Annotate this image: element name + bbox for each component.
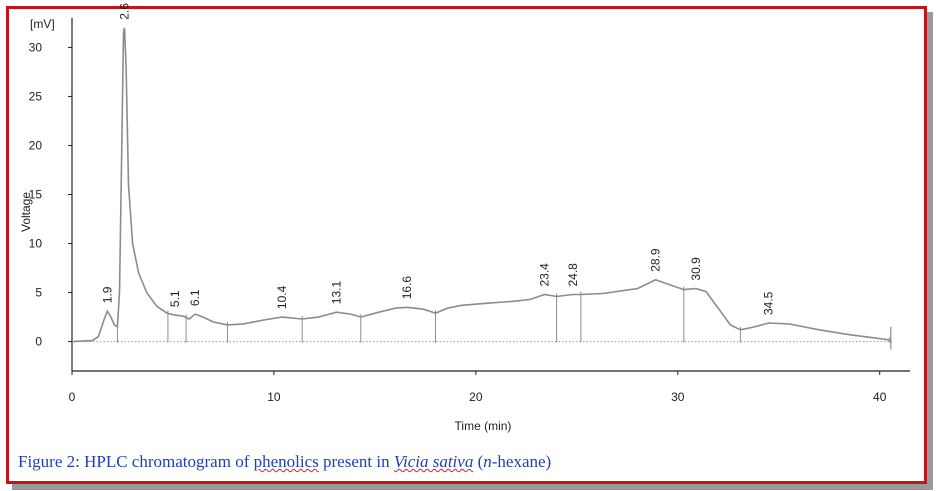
- chromatogram-trace: [71, 27, 890, 343]
- x-axis-title: Time (min): [455, 419, 512, 433]
- caption-prefix: Figure 2: HPLC chromatogram of: [18, 452, 254, 471]
- peak-label: 1.9: [100, 286, 114, 303]
- peak-label: 13.1: [330, 281, 344, 305]
- y-tick-label: 20: [29, 138, 43, 152]
- peak-label: 10.4: [275, 285, 289, 309]
- y-tick-label: 30: [29, 40, 43, 54]
- x-tick-label: 10: [267, 390, 281, 404]
- peak-label: 23.4: [538, 263, 552, 287]
- chart-axes: 0 10 20 30 40 0 5 10 15 20 25 30: [29, 18, 910, 404]
- y-tick-label: 25: [29, 89, 43, 103]
- y-tick-label: 5: [35, 286, 42, 300]
- caption-n: n: [483, 452, 492, 471]
- peak-label: 16.6: [400, 276, 414, 300]
- caption-suffix: -hexane): [491, 452, 552, 471]
- peak-label: 5.1: [168, 290, 182, 307]
- y-tick-label: 15: [29, 188, 43, 202]
- caption-middle: present in: [318, 452, 394, 471]
- x-tick-label: 0: [69, 390, 76, 404]
- figure-caption: Figure 2: HPLC chromatogram of phenolics…: [18, 452, 551, 472]
- peak-label: 2.6: [118, 3, 132, 20]
- y-unit-label: [mV]: [30, 17, 55, 31]
- y-tick-label: 0: [35, 335, 42, 349]
- peak-separators: [116, 286, 892, 350]
- x-tick-label: 30: [671, 390, 685, 404]
- caption-paren: (: [473, 452, 484, 471]
- figure-frame: [6, 6, 927, 484]
- y-tick-label: 10: [29, 237, 43, 251]
- x-tick-label: 20: [469, 390, 483, 404]
- peak-label: 24.8: [566, 263, 580, 287]
- peak-labels: 1.9 2.6 5.1 6.1 10.4 13.1 16.6 23.4 24.8 28.9 30.9…: [100, 3, 775, 315]
- caption-species: Vicia sativa: [393, 452, 474, 471]
- peak-label: 28.9: [649, 248, 663, 272]
- x-tick-label: 40: [873, 390, 887, 404]
- y-axis-title: Voltage: [19, 192, 33, 232]
- peak-label: 6.1: [188, 289, 202, 306]
- peak-label: 30.9: [689, 257, 703, 281]
- peak-label: 34.5: [762, 291, 776, 315]
- caption-phenolics: phenolics: [253, 452, 319, 471]
